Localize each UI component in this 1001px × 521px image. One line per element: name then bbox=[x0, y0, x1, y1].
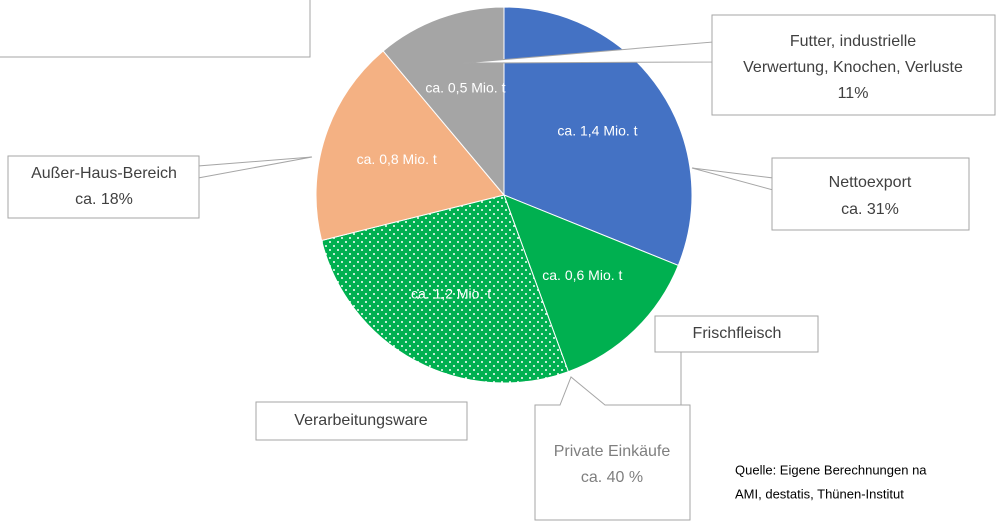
callout-box bbox=[7, 155, 200, 219]
callout-text: ca. 40 % bbox=[581, 469, 643, 486]
pie-slice bbox=[320, 194, 569, 384]
callout-text: Verarbeitungsware bbox=[294, 412, 428, 429]
pie-slice bbox=[503, 6, 693, 267]
callout-text: ca. 18% bbox=[75, 191, 133, 208]
callout-text: Außer-Haus-Bereich bbox=[31, 165, 177, 182]
callout-text: ca. 31% bbox=[841, 201, 899, 218]
empty-box bbox=[0, 0, 311, 58]
slice-label: ca. 1,2 Mio. t bbox=[411, 285, 491, 301]
callout-text: Frischfleisch bbox=[693, 325, 782, 342]
pie-slice bbox=[503, 194, 679, 373]
callout-pointer bbox=[197, 156, 313, 179]
callout-box bbox=[534, 376, 691, 521]
slice-label: ca. 0,5 Mio. t bbox=[425, 80, 505, 96]
slice-label: ca. 1,4 Mio. t bbox=[557, 123, 637, 139]
callout-box bbox=[771, 157, 970, 231]
callout-text: Nettoexport bbox=[829, 174, 912, 191]
callout-text: Verwertung, Knochen, Verluste bbox=[743, 59, 963, 76]
pie-slice bbox=[382, 6, 505, 197]
slice-labels: ca. 1,4 Mio. t ca. 0,6 Mio. t ca. 1,2 Mio.… bbox=[357, 80, 638, 302]
callout-text: Futter, industrielle bbox=[790, 33, 916, 50]
slice-label: ca. 0,8 Mio. t bbox=[357, 151, 437, 167]
callout-text: Private Einkäufe bbox=[554, 443, 671, 460]
callout-box bbox=[255, 401, 468, 441]
callout-pointer bbox=[691, 167, 774, 191]
source: Quelle: Eigene Berechnungen na bbox=[735, 462, 927, 477]
source: AMI, destatis, Thünen-Institut bbox=[735, 486, 904, 501]
slice-label: ca. 0,6 Mio. t bbox=[542, 267, 622, 283]
callout-text: 11% bbox=[838, 85, 869, 102]
callout-box bbox=[711, 14, 996, 116]
pie bbox=[315, 6, 693, 384]
pie-slice bbox=[315, 50, 505, 242]
callout-box bbox=[654, 315, 819, 353]
